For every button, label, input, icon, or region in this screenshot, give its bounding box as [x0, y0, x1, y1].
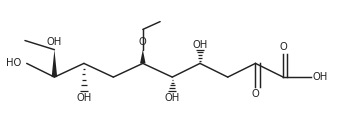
Text: OH: OH — [165, 93, 180, 103]
Text: O: O — [139, 37, 147, 47]
Text: OH: OH — [47, 37, 62, 47]
Polygon shape — [140, 50, 145, 63]
Text: HO: HO — [6, 58, 21, 68]
Text: OH: OH — [76, 93, 92, 103]
Text: OH: OH — [192, 40, 208, 50]
Text: OH: OH — [313, 72, 328, 82]
Text: O: O — [279, 42, 287, 52]
Text: O: O — [252, 89, 259, 99]
Polygon shape — [52, 50, 57, 77]
